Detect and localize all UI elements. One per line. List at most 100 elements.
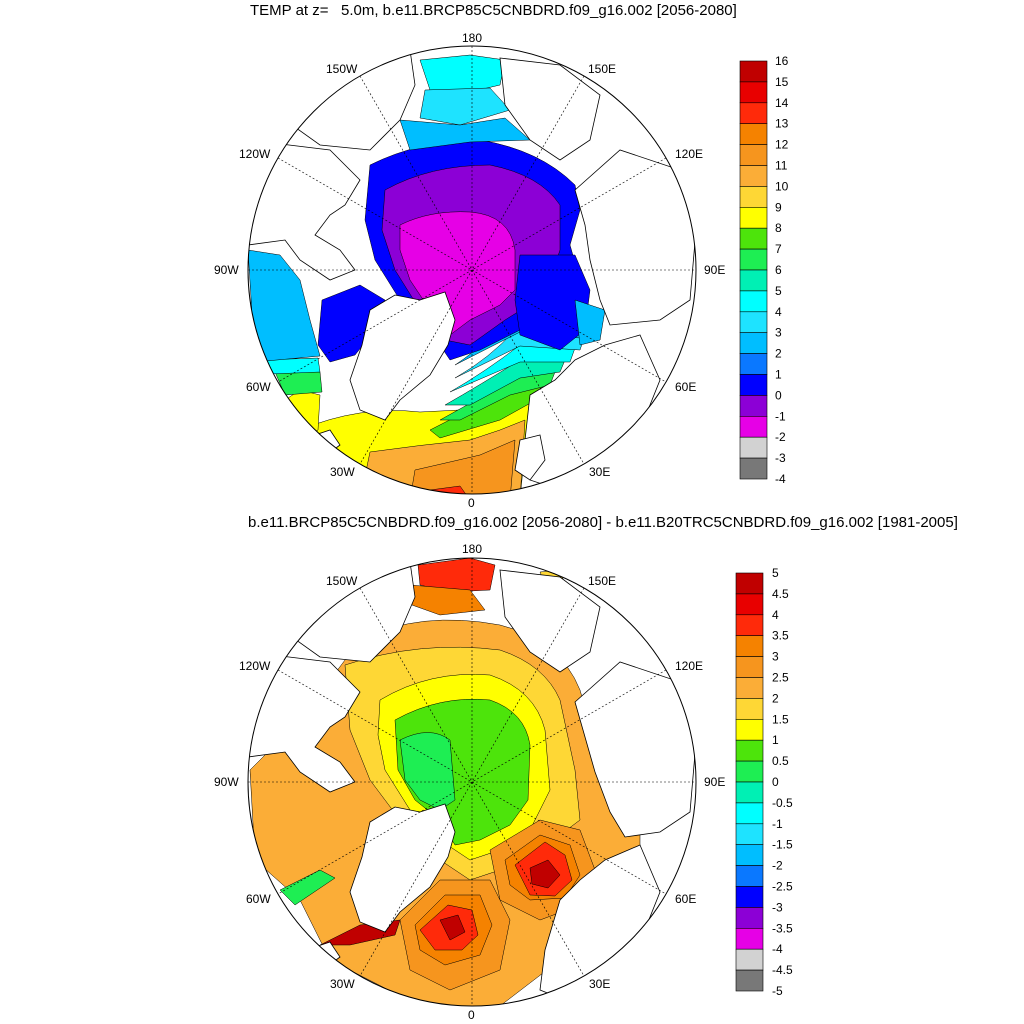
colorbar-tick-label: 1.5 [772,712,789,726]
colorbar-tick-label: 3 [775,326,782,340]
field-region [419,54,506,93]
colorbar-swatch [739,165,768,187]
lon-label: 120E [675,659,703,673]
colorbar-swatch [735,760,764,783]
colorbar-swatch [735,969,764,992]
field-region [409,439,516,494]
colorbar-tick-label: 11 [775,159,788,173]
colorbar-swatch [735,886,764,908]
colorbar-swatch [735,865,764,887]
colorbar-swatch [735,927,764,950]
map-top-absolute-temperature: 180 150E 120E 90E 60E 30E 0 30W 60W 90W … [214,31,789,510]
colorbar-swatch [739,353,768,375]
landmass-siberia [574,149,696,326]
colorbar-swatch [735,698,764,720]
colorbar-swatch [739,269,768,292]
colorbar-tick-label: -5 [772,984,783,998]
colorbar-tick-label: 1 [772,733,779,747]
colorbar-tick-label: 13 [775,117,789,131]
map-bottom-temperature-difference: 180 150E 120E 90E 60E 30E 0 30W 60W 90W … [214,542,793,1022]
colorbar-swatch [735,593,764,616]
landmass-siberia [574,661,696,838]
field-region [439,914,466,941]
colorbar-tick-label: 8 [775,221,782,235]
colorbar-swatch [739,207,768,229]
colorbar-swatch [735,635,764,657]
colorbar-swatch [735,656,764,678]
landmass-chukotka [499,57,601,161]
colorbar-swatch [739,457,768,480]
lon-label: 60E [675,380,696,394]
colorbar-swatch [739,102,768,125]
field-region [417,558,496,593]
lon-label: 150E [588,574,616,588]
lon-label: 120W [239,659,271,673]
longitude-labels-top: 180 150E 120E 90E 60E 30E 0 30W 60W 90W … [214,31,725,510]
colorbar-swatch [735,823,764,845]
colorbar-tick-label: 5 [775,284,782,298]
colorbar-swatch [739,374,768,396]
lon-label: 60W [246,892,271,906]
colorbar-tick-label: 9 [775,200,782,214]
colorbar-tick-label: 10 [775,179,789,193]
landmass-chukotka [499,569,601,673]
landmass-top [248,46,696,491]
colorbar-tick-label: -1.5 [772,838,793,852]
colorbar-tick-label: -2.5 [772,880,793,894]
colorbar-tick-label: -2 [772,859,783,873]
colorbar-tick-label: 3 [772,650,779,664]
lon-label: 30E [589,977,610,991]
colorbar-tick-label: -4.5 [772,963,793,977]
colorbar-swatch [735,718,764,741]
colorbar-swatch [739,248,768,271]
colorbar-swatch [739,436,768,459]
colorbar-swatch [739,144,768,166]
colorbar-swatch [735,802,764,825]
colorbar-swatch [735,907,764,929]
colorbar-swatch [739,186,768,208]
colorbar-tick-label: 2 [772,691,779,705]
colorbar-tick-label: 12 [775,138,789,152]
field-region [284,389,321,441]
colorbar-swatch [739,290,768,313]
colorbar-swatch [735,781,764,804]
lon-label: 150W [326,62,358,76]
field-region [399,732,456,811]
colorbar-tick-label: 2.5 [772,671,789,685]
colorbar-tick-label: 0.5 [772,754,789,768]
colorbar-swatch [735,614,764,636]
colorbar-tick-label: -1 [775,409,786,423]
lon-label: 150W [326,574,358,588]
lon-label: 90W [214,263,239,277]
map-boundary-top [247,45,697,495]
field-region [574,299,606,346]
colorbar-tick-label: -4 [772,942,783,956]
map-boundary-bottom [247,557,697,1007]
colorbar-tick-label: -3.5 [772,921,793,935]
landmass-bottom [248,558,696,1001]
colorbar-tick-label: 7 [775,242,782,256]
lon-label: 120W [239,147,271,161]
colorbar-tick-label: 15 [775,75,789,89]
lon-label: 0 [468,1008,475,1022]
colorbar-swatch [739,415,768,438]
lon-label: 60W [246,380,271,394]
field-region [449,344,576,393]
lon-label: 60E [675,892,696,906]
colorbar-tick-label: 0 [775,388,782,402]
colorbar-swatch [735,844,764,866]
lon-label: 120E [675,147,703,161]
lon-label: 150E [588,62,616,76]
landmass-britain [514,434,546,481]
colorbar-tick-label: 3.5 [772,629,789,643]
colorbar-tick-label: -2 [775,430,786,444]
graticule-top [248,46,696,494]
lon-label: 30W [330,977,355,991]
lon-label: 90E [704,775,725,789]
colorbar-swatch [735,572,764,595]
field-region [274,371,323,396]
colorbar-tick-label: 6 [775,263,782,277]
colorbar-swatch [739,332,768,354]
colorbar-swatch [739,395,768,417]
lon-label: 180 [462,542,482,556]
